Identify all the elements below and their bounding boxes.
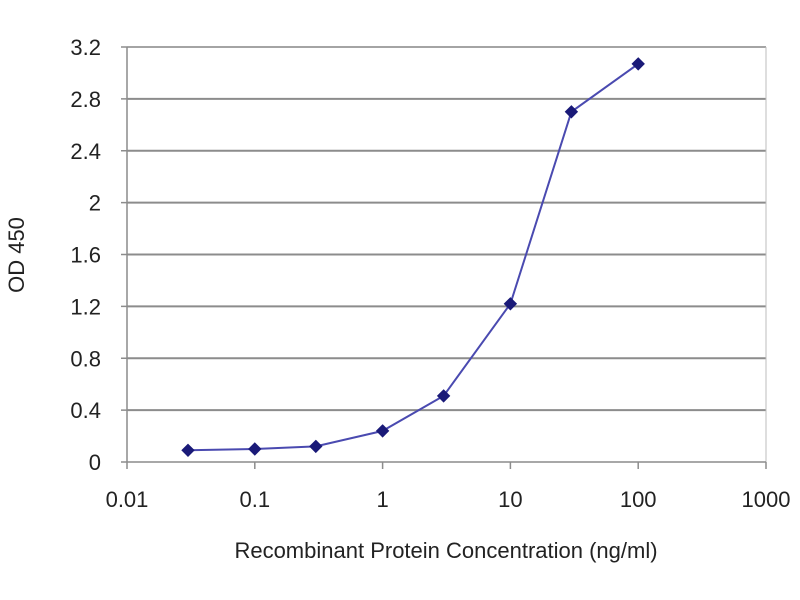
data-point-marker xyxy=(564,105,579,119)
y-tick-label: 2.4 xyxy=(70,139,101,164)
data-point-marker xyxy=(503,297,518,311)
x-tick-label: 1 xyxy=(376,487,388,512)
y-tick-label: 1.6 xyxy=(70,243,101,268)
x-tick-label: 100 xyxy=(620,487,657,512)
y-tick-label: 0.4 xyxy=(70,398,101,423)
y-tick-label: 1.2 xyxy=(70,294,101,319)
x-tick-label: 10 xyxy=(498,487,522,512)
data-point-marker xyxy=(631,57,645,71)
y-tick-labels: 0 0.4 0.8 1.2 1.6 2 2.4 2.8 3.2 xyxy=(70,35,101,475)
y-tick-label: 0 xyxy=(89,450,101,475)
y-tick-label: 0.8 xyxy=(70,346,101,371)
series-line xyxy=(187,63,639,452)
y-tick-label: 2 xyxy=(89,191,101,216)
data-point-marker xyxy=(309,439,323,454)
y-tick-label: 3.2 xyxy=(70,35,101,60)
data-point-marker xyxy=(181,443,195,458)
series-lines xyxy=(187,63,639,452)
x-tick-label: 0.01 xyxy=(106,487,149,512)
y-axis-title: OD 450 xyxy=(4,217,29,293)
data-point-marker xyxy=(375,424,390,438)
x-axis-title: Recombinant Protein Concentration (ng/ml… xyxy=(234,538,657,563)
series-markers xyxy=(181,57,645,458)
data-point-marker xyxy=(248,442,262,456)
x-tick-label: 0.1 xyxy=(240,487,271,512)
x-tick-label: 1000 xyxy=(742,487,791,512)
y-tick-label: 2.8 xyxy=(70,87,101,112)
x-tick-labels: 0.01 0.1 1 10 100 1000 xyxy=(106,487,791,512)
axes xyxy=(121,46,767,469)
data-point-marker xyxy=(436,389,451,403)
